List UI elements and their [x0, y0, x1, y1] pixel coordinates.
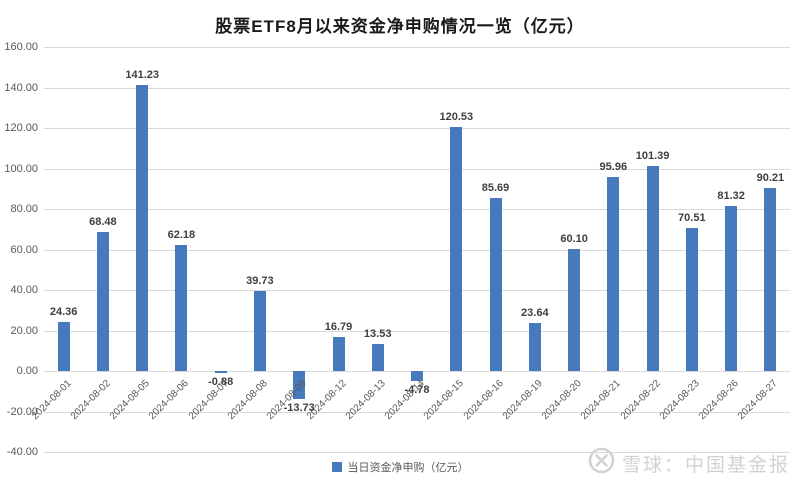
bar — [411, 371, 423, 381]
gridline — [44, 47, 790, 48]
bar-value-label: 24.36 — [49, 305, 78, 318]
bar — [57, 321, 70, 371]
legend-marker-square — [331, 462, 342, 472]
bar-value-label: -0.88 — [208, 375, 234, 388]
watermark: 雪球：中国基金报 — [588, 447, 790, 479]
gridline — [44, 249, 790, 251]
bar — [764, 188, 777, 371]
bar-value-label: 39.73 — [246, 274, 274, 287]
bar — [725, 206, 738, 371]
bar — [214, 371, 227, 373]
bar-value-label: 13.53 — [363, 327, 392, 340]
y-axis-tick-label: 140.00 — [4, 81, 38, 94]
bar-value-label: 23.64 — [521, 307, 549, 320]
y-axis-tick-label: 120.00 — [4, 122, 38, 134]
gridline — [44, 411, 790, 413]
bar — [293, 371, 306, 399]
y-axis-tick-label: 60.00 — [10, 243, 38, 256]
bar — [607, 176, 620, 371]
bar-value-label: 95.96 — [599, 160, 628, 173]
bar — [96, 232, 109, 371]
bar — [136, 85, 149, 371]
gridline — [44, 209, 790, 210]
bar — [450, 126, 463, 371]
bar — [371, 343, 384, 371]
gridline — [44, 168, 790, 170]
bar-value-label: 16.79 — [324, 321, 353, 333]
chart-title: 股票ETF8月以来资金净申购情况一览（亿元） — [215, 17, 585, 36]
bar — [175, 245, 188, 371]
gridline — [44, 87, 790, 89]
y-axis-tick-label: 40.00 — [10, 284, 38, 296]
y-axis-tick-label: 160.00 — [4, 41, 38, 53]
bar-value-label: 60.10 — [560, 233, 588, 246]
legend-series-label: 当日资金净申购（亿元） — [347, 462, 469, 474]
bar-value-label: 62.18 — [167, 229, 196, 242]
bar — [253, 290, 266, 371]
bar — [528, 323, 541, 371]
y-axis-tick-label: 80.00 — [10, 203, 38, 215]
bar-value-label: 101.39 — [635, 149, 670, 162]
bar-value-label: 70.51 — [678, 212, 706, 225]
gridline — [44, 128, 790, 129]
bar-value-label: -4.78 — [404, 383, 430, 396]
bar-value-label: 68.48 — [89, 216, 117, 229]
gridline — [44, 290, 790, 291]
chart-legend: 当日资金净申购（亿元） — [0, 457, 800, 477]
xueqiu-logo-icon — [588, 447, 615, 479]
bar-value-label: 85.69 — [481, 181, 510, 194]
y-axis-tick-label: -40.00 — [6, 446, 38, 458]
bar — [685, 228, 698, 371]
gridline — [44, 330, 790, 332]
bar-value-label: 141.23 — [125, 69, 160, 81]
bar — [489, 197, 502, 371]
bar-value-label: 81.32 — [717, 190, 745, 203]
y-axis-tick-label: 100.00 — [4, 162, 38, 175]
watermark-text: 雪球：中国基金报 — [621, 454, 790, 476]
y-axis-tick-label: -20.00 — [6, 405, 38, 418]
bar-value-label: 90.21 — [756, 172, 785, 185]
y-axis-tick-label: 20.00 — [10, 324, 38, 337]
bar — [332, 337, 345, 371]
bar — [646, 165, 659, 371]
bar-value-label: -13.73 — [283, 401, 315, 414]
bar-value-label: 120.53 — [439, 110, 474, 123]
bar — [568, 249, 581, 371]
gridline — [44, 452, 790, 453]
y-axis-tick-label: 0.00 — [16, 365, 38, 377]
